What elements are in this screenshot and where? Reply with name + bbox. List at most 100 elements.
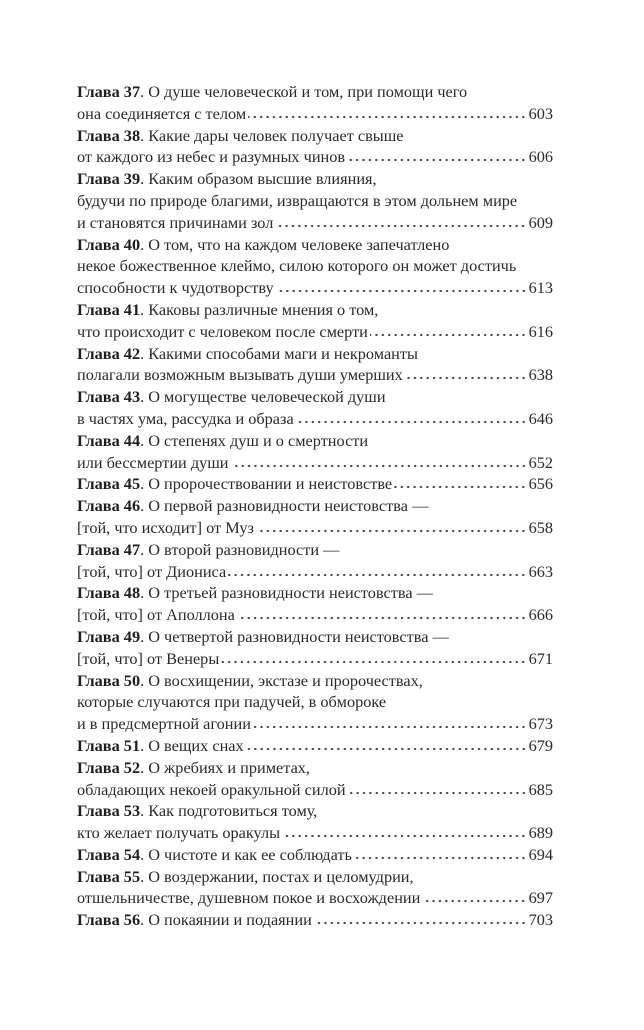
label-separator: . <box>140 583 149 603</box>
toc-entry: Глава 43. О могуществе человеческой души… <box>77 386 553 430</box>
label-separator: . <box>140 539 149 559</box>
chapter-title-text: и становятся причинами зол <box>77 212 274 232</box>
toc-line: Глава 55. О воздержании, постах и целому… <box>77 866 553 888</box>
chapter-label: Глава 51 <box>77 735 141 755</box>
label-separator: . <box>140 82 149 101</box>
label-separator: . <box>140 234 149 254</box>
page-number: 658 <box>528 517 553 537</box>
page-number: 606 <box>528 147 553 167</box>
toc-entry: Глава 44. О степенях душ и о смертности и… <box>77 430 553 474</box>
toc-entry: Глава 51. О вещих снах 679 <box>77 735 553 757</box>
toc-entry: Глава 48. О третьей разновидности неисто… <box>77 582 553 626</box>
toc-line: Глава 44. О степенях душ и о смертности <box>77 430 553 452</box>
label-separator: . <box>140 474 149 494</box>
toc-line: которые случаются при падучей, в обморок… <box>77 691 553 713</box>
page-number: 656 <box>528 474 553 494</box>
page-number: 646 <box>528 408 553 428</box>
chapter-title-text: некое божественное клеймо, силою которог… <box>77 256 517 276</box>
toc-line: Глава 41. Каковы различные мнения о том, <box>77 299 553 321</box>
chapter-title-text: в частях ума, рассудка и образа <box>77 408 294 428</box>
dot-leader <box>275 289 527 294</box>
page-number: 673 <box>528 714 553 734</box>
label-separator: . <box>140 299 149 319</box>
toc-line: [той, что] от Диониса 663 <box>77 561 553 583</box>
chapter-title-text: будучи по природе благими, извращаются в… <box>77 190 518 210</box>
toc-entry: Глава 41. Каковы различные мнения о том,… <box>77 299 553 343</box>
label-separator: . <box>140 343 149 363</box>
dot-leader <box>275 223 527 228</box>
page-number: 609 <box>528 212 553 232</box>
dot-leader <box>295 419 527 424</box>
toc-entry: Глава 42. Какими способами маги и некром… <box>77 343 553 387</box>
chapter-label: Глава 50 <box>77 670 141 690</box>
toc-line: Глава 47. О второй разновидности — <box>77 539 553 561</box>
toc-entry: Глава 39. Каким образом высшие влияния, б… <box>77 168 553 233</box>
chapter-label: Глава 40 <box>77 234 141 254</box>
toc-line: Глава 51. О вещих снах 679 <box>77 735 553 757</box>
chapter-label: Глава 52 <box>77 757 141 777</box>
dot-leader <box>245 746 527 751</box>
chapter-title-text: Как подготовиться тому, <box>148 801 318 821</box>
chapter-title-text: [той, что] от Диониса <box>77 561 227 581</box>
page-number: 616 <box>528 321 553 341</box>
chapter-title-text: О жребиях и приметах, <box>148 757 311 777</box>
toc-line: и становятся причинами зол 609 <box>77 212 553 234</box>
chapter-label: Глава 54 <box>77 844 141 864</box>
dot-leader <box>252 725 527 730</box>
chapter-label: Глава 42 <box>77 343 141 363</box>
toc-line: Глава 38. Какие дары человек получает св… <box>77 125 553 147</box>
chapter-title-text: Какие дары человек получает свыше <box>148 125 404 145</box>
chapter-title-text: О степенях душ и о смертности <box>148 430 369 450</box>
toc-entry: Глава 37. О душе человеческой и том, при… <box>77 81 553 125</box>
chapter-label: Глава 38 <box>77 125 141 145</box>
label-separator: . <box>140 866 149 886</box>
label-separator: . <box>140 430 149 450</box>
toc-entry: Глава 50. О восхищении, экстазе и пророч… <box>77 670 553 735</box>
chapter-title-text: способности к чудотворству <box>77 278 274 298</box>
chapter-title-text: Каким образом высшие влияния, <box>148 169 377 189</box>
chapter-title-text: О том, что на каждом человеке запечатлен… <box>148 234 450 254</box>
chapter-label: Глава 37 <box>77 82 141 101</box>
toc-line: Глава 48. О третьей разновидности неисто… <box>77 582 553 604</box>
page-number: 685 <box>528 779 553 799</box>
toc-line: Глава 42. Какими способами маги и некром… <box>77 343 553 365</box>
dot-leader <box>353 855 527 860</box>
page-number: 666 <box>528 605 553 625</box>
toc-entry: Глава 40. О том, что на каждом человеке … <box>77 234 553 299</box>
chapter-title-text: О третьей разновидности неистовства — <box>148 583 433 603</box>
toc-line: Глава 45. О пророчествовании и неистовст… <box>77 473 553 495</box>
chapter-label: Глава 44 <box>77 430 141 450</box>
toc-line: в частях ума, рассудка и образа 646 <box>77 408 553 430</box>
chapter-title-text: и в предсмертной агонии <box>77 714 251 734</box>
toc-line: Глава 40. О том, что на каждом человеке … <box>77 234 553 256</box>
toc-line: от каждого из небес и разумных чинов 606 <box>77 146 553 168</box>
dot-leader <box>347 790 527 795</box>
label-separator: . <box>140 910 149 930</box>
chapter-title-text: О вещих снах <box>148 735 244 755</box>
chapter-title-text: О четвертой разновидности неистовства — <box>148 626 449 646</box>
toc-entry: Глава 55. О воздержании, постах и целому… <box>77 866 553 910</box>
toc-entry: Глава 56. О покаянии и подаянии 703 <box>77 909 553 931</box>
toc-entry: Глава 53. Как подготовиться тому, кто жел… <box>77 800 553 844</box>
chapter-label: Глава 39 <box>77 169 141 189</box>
dot-leader <box>255 528 527 533</box>
chapter-label: Глава 47 <box>77 539 141 559</box>
toc-line: Глава 49. О четвертой разновидности неис… <box>77 626 553 648</box>
toc-entry: Глава 49. О четвертой разновидности неис… <box>77 626 553 670</box>
label-separator: . <box>140 757 149 777</box>
chapter-title-text: О чистоте и как ее соблюдать <box>148 844 352 864</box>
page-number: 679 <box>528 735 553 755</box>
page-number: 652 <box>528 452 553 472</box>
chapter-title-text: О покаянии и подаянии <box>148 910 312 930</box>
chapter-label: Глава 55 <box>77 866 141 886</box>
page-number: 671 <box>528 648 553 668</box>
toc-entry: Глава 46. О первой разновидности неистов… <box>77 495 553 539</box>
dot-leader <box>369 332 527 337</box>
dot-leader <box>248 114 527 119</box>
chapter-label: Глава 45 <box>77 474 141 494</box>
toc-line: что происходит с человеком после смерти 6… <box>77 321 553 343</box>
chapter-title-text: О могуществе человеческой души <box>148 387 386 407</box>
toc-line: полагали возможным вызывать души умерших… <box>77 364 553 386</box>
page-number: 689 <box>528 823 553 843</box>
toc-entry: Глава 52. О жребиях и приметах, обладающи… <box>77 757 553 801</box>
